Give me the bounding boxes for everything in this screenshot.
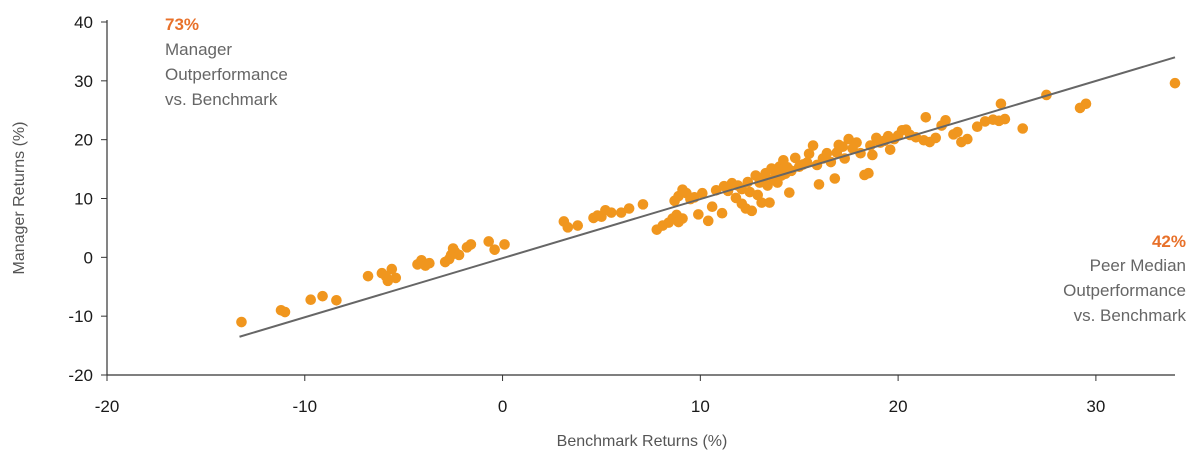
data-point	[331, 294, 342, 306]
data-point	[940, 114, 951, 126]
data-point	[979, 116, 991, 127]
y-axis-title: Manager Returns (%)	[11, 122, 28, 275]
data-point	[623, 203, 635, 214]
annotation-manager-outperformance: 73% Manager Outperformance vs. Benchmark	[165, 15, 288, 109]
y-tick-label: 30	[74, 72, 93, 91]
data-point	[843, 133, 854, 145]
peer-median-outperformance-line-3: vs. Benchmark	[1074, 306, 1187, 325]
data-point	[807, 140, 819, 151]
data-point	[764, 197, 775, 208]
data-point	[999, 113, 1011, 125]
y-tick-label: 40	[74, 13, 93, 32]
y-tick-label: -10	[68, 307, 93, 326]
data-point	[424, 257, 435, 269]
peer-median-outperformance-line-1: Peer Median	[1090, 256, 1186, 275]
manager-outperformance-line-2: Outperformance	[165, 65, 288, 84]
data-point	[971, 121, 983, 133]
data-point	[702, 215, 714, 227]
data-point	[279, 306, 291, 318]
data-point	[236, 316, 247, 328]
data-point	[789, 152, 801, 164]
data-point	[317, 290, 328, 302]
data-point	[390, 272, 402, 284]
data-point	[803, 148, 815, 160]
data-point	[920, 112, 932, 123]
data-point	[851, 137, 862, 148]
data-point	[930, 132, 941, 144]
data-point	[716, 207, 728, 219]
data-point	[706, 201, 718, 213]
data-point	[863, 167, 874, 179]
data-point	[1169, 77, 1181, 89]
data-point	[697, 187, 708, 199]
data-point	[637, 199, 649, 210]
x-tick-label: 10	[691, 397, 710, 416]
data-point	[829, 173, 841, 184]
y-tick-label: -20	[68, 366, 93, 385]
x-tick-label: -20	[95, 397, 120, 416]
annotation-peer-median-outperformance: 42% Peer Median Outperformance vs. Bench…	[1063, 232, 1186, 325]
data-point	[606, 207, 617, 218]
y-tick-label: 10	[74, 190, 93, 209]
data-point	[995, 98, 1007, 110]
y-tick-label: 0	[84, 248, 93, 267]
data-point	[746, 205, 758, 217]
data-point	[813, 179, 825, 190]
data-point	[1017, 123, 1029, 134]
data-point	[784, 187, 795, 198]
x-tick-label: -10	[292, 397, 317, 416]
y-axis-ticks: -20 -10 0 10 20 30 40	[68, 13, 107, 385]
data-point	[952, 126, 963, 138]
data-point	[756, 197, 767, 208]
data-point	[615, 207, 627, 218]
reference-line	[239, 56, 1176, 338]
data-point	[362, 270, 374, 282]
data-point	[465, 239, 477, 250]
data-point	[837, 141, 849, 153]
x-axis-ticks: -20 -10 0 10 20 30	[95, 375, 1105, 416]
data-point	[801, 157, 813, 168]
data-point	[483, 236, 495, 247]
data-point	[867, 149, 878, 161]
manager-outperformance-line-1: Manager	[165, 40, 232, 59]
y-tick-label: 20	[74, 131, 93, 150]
data-point	[884, 144, 896, 155]
scatter-points	[236, 77, 1181, 328]
data-point	[572, 220, 584, 231]
data-point	[453, 249, 465, 261]
manager-outperformance-line-3: vs. Benchmark	[165, 90, 278, 109]
x-tick-label: 30	[1086, 397, 1105, 416]
data-point	[1080, 98, 1092, 110]
data-point	[380, 270, 392, 282]
data-point	[821, 147, 833, 159]
data-point	[962, 133, 973, 145]
x-tick-label: 20	[889, 397, 908, 416]
manager-outperformance-percent: 73%	[165, 15, 199, 34]
data-point	[693, 209, 704, 220]
data-point	[562, 222, 574, 233]
peer-median-outperformance-percent: 42%	[1152, 232, 1186, 251]
x-tick-label: 0	[498, 397, 507, 416]
data-point	[305, 294, 317, 305]
data-point	[677, 213, 688, 224]
data-point	[386, 263, 398, 275]
x-axis-title: Benchmark Returns (%)	[557, 433, 728, 450]
data-point	[499, 239, 510, 250]
peer-median-outperformance-line-2: Outperformance	[1063, 281, 1186, 300]
data-point	[489, 244, 500, 255]
